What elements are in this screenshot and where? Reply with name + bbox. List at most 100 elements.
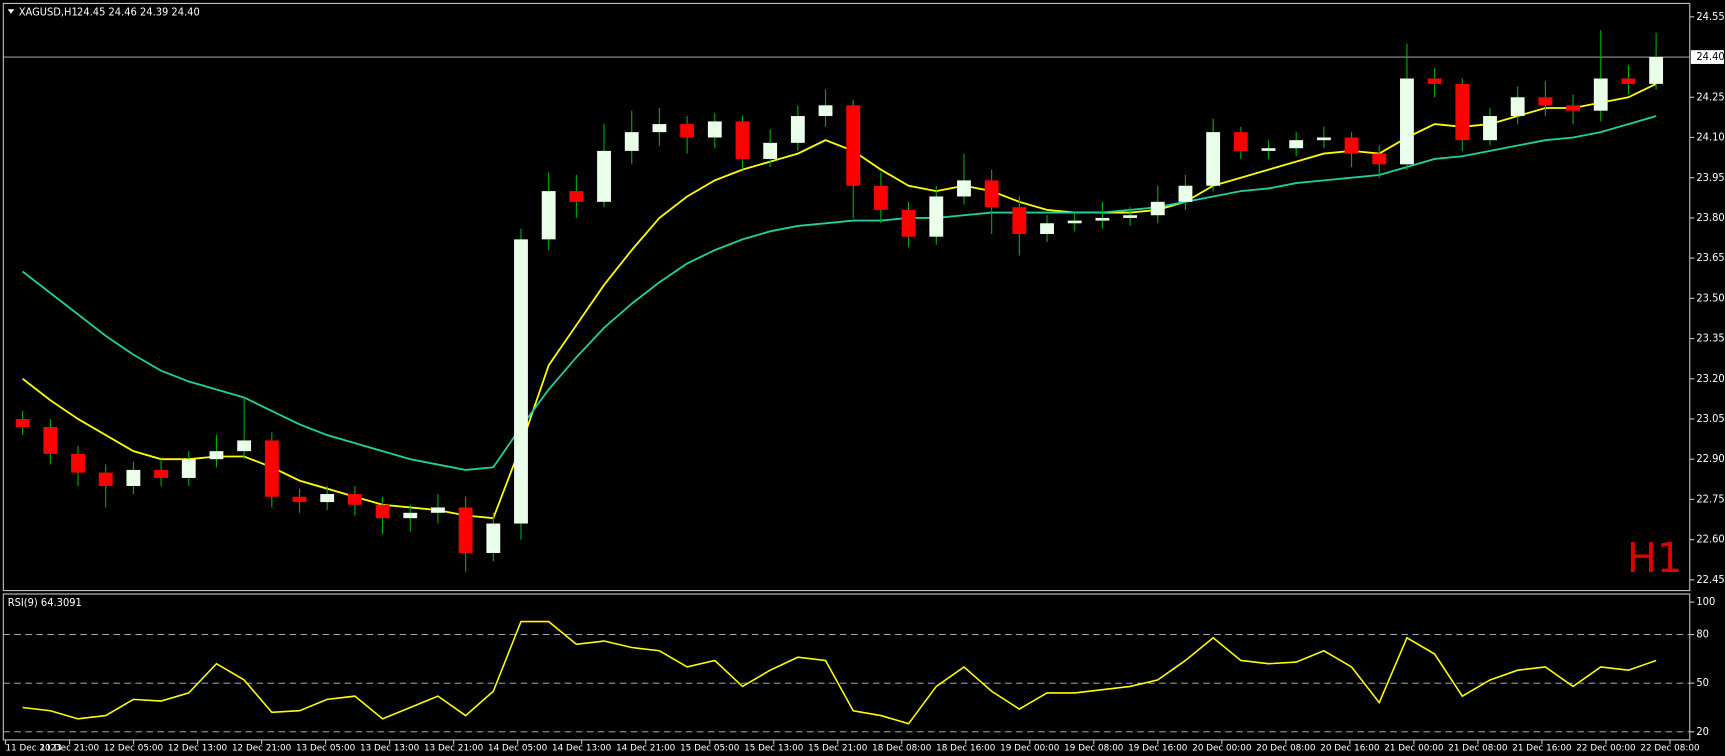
candle-body	[569, 191, 584, 202]
x-tick-label: 15 Dec 21:00	[808, 743, 867, 753]
candle-body	[1067, 220, 1082, 224]
candle-body	[735, 121, 750, 159]
candle-body	[209, 451, 224, 460]
y-tick-label: 50	[1696, 678, 1709, 689]
candle-body	[597, 150, 611, 202]
candle-body	[431, 507, 445, 513]
candle-body	[1012, 207, 1027, 234]
y-tick-label: 23.05	[1696, 414, 1724, 425]
x-tick-label: 19 Dec 00:00	[1000, 743, 1059, 753]
y-tick-label: 100	[1696, 597, 1715, 608]
x-tick-label: 18 Dec 16:00	[936, 743, 995, 753]
candle-body	[1455, 83, 1470, 141]
candle-body	[1621, 78, 1636, 84]
rsi-line	[22, 620, 1657, 725]
candle-body	[1483, 116, 1497, 141]
candle-body	[763, 142, 778, 159]
candle-body	[43, 427, 58, 454]
candle-body	[541, 191, 556, 240]
candle-body	[15, 418, 30, 428]
candle-body	[1123, 215, 1138, 218]
candle-body	[458, 507, 473, 554]
candle-body	[707, 121, 722, 138]
y-tick-label: 23.35	[1696, 333, 1724, 344]
candle-body	[1233, 132, 1248, 151]
candle-body	[1649, 57, 1664, 84]
x-tick-label: 22 Dec 00:00	[1576, 743, 1635, 753]
candle-body	[873, 185, 888, 210]
y-tick-label: 24.10	[1696, 132, 1724, 143]
y-tick-label: 22.75	[1696, 494, 1724, 505]
candle-body	[1178, 185, 1193, 202]
candle-body	[1593, 78, 1608, 111]
y-tick-label: 22.90	[1696, 454, 1724, 465]
candle-body	[1372, 153, 1387, 165]
x-tick-label: 13 Dec 05:00	[296, 743, 355, 753]
y-tick-label: 22.60	[1696, 535, 1724, 546]
candle-body	[984, 180, 999, 208]
candle-body	[901, 209, 916, 237]
candle-body	[1510, 97, 1525, 117]
candle-body	[1261, 148, 1276, 151]
y-tick-label: 23.20	[1696, 374, 1724, 385]
candle-body	[347, 494, 362, 505]
y-tick-label: 23.80	[1696, 213, 1724, 224]
main-pane	[2, 2, 1691, 592]
candle-body	[818, 105, 833, 117]
candle-body	[71, 453, 85, 473]
y-tick-label: 24.55	[1696, 12, 1724, 23]
x-tick-label: 13 Dec 13:00	[360, 743, 419, 753]
candle-body	[154, 469, 169, 478]
candle-body	[237, 440, 252, 452]
y-tick-label: 23.95	[1696, 173, 1724, 184]
candle-body	[514, 239, 528, 524]
x-tick-label: 19 Dec 16:00	[1128, 743, 1187, 753]
candle-body	[403, 512, 418, 519]
candle-body	[1538, 97, 1553, 106]
candle-body	[486, 523, 501, 554]
symbol: XAGUSD,H1	[19, 8, 78, 19]
moving-average	[22, 83, 1657, 520]
y-tick-label: 22.45	[1696, 575, 1724, 586]
price-label: 24.40	[1696, 52, 1724, 63]
candle-body	[1206, 132, 1221, 186]
x-tick-label: 14 Dec 13:00	[552, 743, 611, 753]
x-tick-label: 12 Dec 21:00	[232, 743, 291, 753]
y-tick-label: 24.25	[1696, 92, 1724, 103]
candle-body	[126, 469, 141, 486]
candle-body	[652, 124, 667, 133]
candle-body	[98, 472, 113, 486]
rsi-label: RSI(9) 64.3091	[8, 598, 82, 609]
candle-body	[1289, 140, 1304, 149]
rsi-pane	[2, 593, 1691, 741]
moving-average	[22, 115, 1657, 471]
price-box	[1690, 50, 1724, 64]
watermark: H1	[1627, 533, 1682, 582]
candle-body	[680, 124, 695, 138]
x-tick-label: 21 Dec 08:00	[1448, 743, 1507, 753]
x-tick-label: 20 Dec 00:00	[1192, 743, 1251, 753]
candle-body	[624, 132, 639, 151]
x-tick-label: 11 Dec 21:00	[40, 743, 99, 753]
candle-body	[846, 105, 861, 186]
x-tick-label: 11 Dec 2023	[6, 743, 62, 753]
x-tick-label: 15 Dec 05:00	[680, 743, 739, 753]
x-tick-label: 12 Dec 05:00	[104, 743, 163, 753]
x-tick-label: 12 Dec 13:00	[168, 743, 227, 753]
x-tick-label: 22 Dec 08:00	[1640, 743, 1699, 753]
candle-body	[1316, 137, 1331, 141]
y-tick-label: 80	[1696, 629, 1709, 640]
menu-arrow[interactable]	[7, 9, 15, 14]
candle-body	[1040, 223, 1054, 234]
candle-body	[790, 116, 805, 143]
x-tick-label: 14 Dec 21:00	[616, 743, 675, 753]
candle-body	[320, 494, 335, 503]
x-tick-label: 15 Dec 13:00	[744, 743, 803, 753]
x-tick-label: 14 Dec 05:00	[488, 743, 547, 753]
x-tick-label: 21 Dec 00:00	[1384, 743, 1443, 753]
candle-body	[181, 459, 196, 478]
candle-body	[1566, 105, 1580, 111]
candle-body	[1150, 201, 1165, 216]
